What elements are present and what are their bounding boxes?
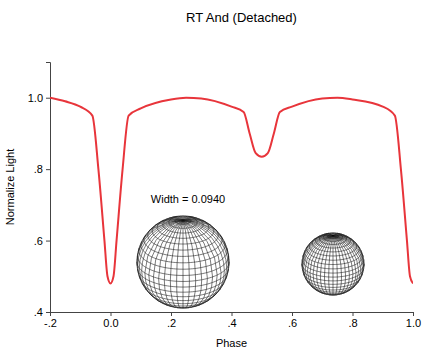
x-tick: .2 bbox=[167, 312, 176, 329]
chart: RT And (Detached) Width = 0.0940 -.2 0.0 .2.… bbox=[0, 0, 439, 352]
x-tick-label: 1.0 bbox=[406, 317, 421, 329]
x-tick-mark bbox=[171, 312, 172, 316]
y-tick-label: .6 bbox=[34, 235, 43, 247]
y-tick: 1.0 bbox=[28, 92, 50, 104]
x-axis-line bbox=[51, 313, 414, 317]
y-tick: .8 bbox=[34, 163, 50, 175]
x-tick-label: .6 bbox=[288, 317, 297, 329]
star-grid bbox=[302, 233, 364, 295]
x-tick: 0.0 bbox=[103, 312, 118, 329]
annotation: Width = 0.0940 bbox=[151, 193, 225, 205]
title: RT And (Detached) bbox=[186, 10, 297, 25]
y-tick-mark bbox=[46, 169, 50, 170]
y-tick-label: .8 bbox=[34, 163, 43, 175]
star-outline bbox=[302, 233, 364, 295]
star-outline bbox=[137, 216, 229, 308]
y-axis-line bbox=[46, 63, 51, 313]
y-tick-label: .4 bbox=[34, 306, 43, 318]
x-tick-label: .8 bbox=[348, 317, 357, 329]
x-tick: .4 bbox=[227, 312, 236, 329]
y-tick-mark bbox=[46, 312, 50, 313]
x-tick: 1.0 bbox=[406, 312, 421, 329]
x-tick: .6 bbox=[288, 312, 297, 329]
plot-area bbox=[50, 98, 413, 284]
y-axis: .4 .6 .8 1.0 bbox=[28, 63, 51, 319]
y-tick-label: 1.0 bbox=[28, 92, 43, 104]
x-tick-label: .4 bbox=[227, 317, 236, 329]
x-axis: -.2 0.0 .2 .4 .6 .8 1.0 bbox=[44, 312, 421, 329]
x-tick-label: -.2 bbox=[44, 317, 57, 329]
y-tick: .4 bbox=[34, 306, 50, 318]
y-axis-title: Normalize Light bbox=[4, 149, 16, 225]
y-tick: .6 bbox=[34, 235, 50, 247]
x-tick-mark bbox=[413, 312, 414, 316]
x-tick-mark bbox=[232, 312, 233, 316]
light-curve bbox=[50, 98, 413, 284]
x-tick: -.2 bbox=[44, 312, 57, 329]
y-tick-mark bbox=[46, 98, 50, 99]
star-grid bbox=[137, 216, 229, 308]
x-axis-title: Phase bbox=[216, 337, 247, 349]
x-tick-label: 0.0 bbox=[103, 317, 118, 329]
x-tick-mark bbox=[111, 312, 112, 316]
y-tick-mark bbox=[46, 241, 50, 242]
x-tick-label: .2 bbox=[167, 317, 176, 329]
x-tick: .8 bbox=[348, 312, 357, 329]
star-model bbox=[302, 233, 364, 295]
star-model bbox=[137, 216, 229, 308]
x-tick-mark bbox=[292, 312, 293, 316]
x-tick-mark bbox=[353, 312, 354, 316]
